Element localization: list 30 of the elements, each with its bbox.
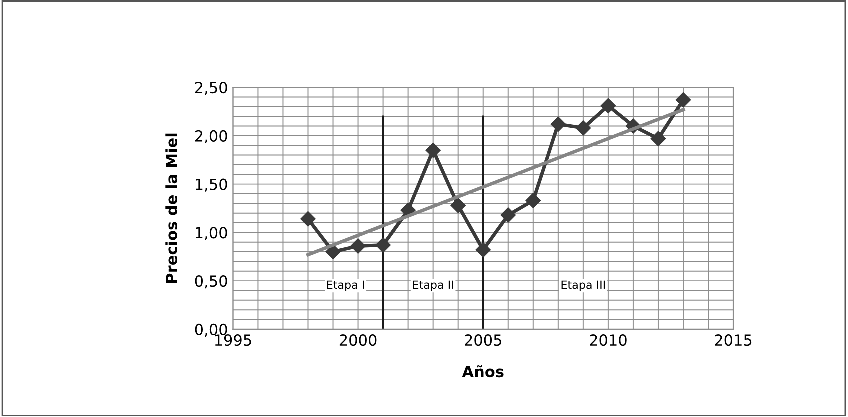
x-axis-title: Años (462, 365, 504, 378)
point (650, 131, 666, 146)
point (450, 198, 466, 214)
x-tick-label: 2015 (715, 334, 752, 346)
point (376, 238, 391, 253)
y-tick-label: 1,00 (196, 227, 228, 240)
point (326, 244, 341, 260)
y-tick-label: 2,50 (195, 82, 228, 96)
point (300, 212, 316, 227)
point (550, 116, 566, 132)
point (676, 92, 692, 108)
x-tick-label: 2005 (465, 334, 502, 346)
annotation: Etapa I (327, 280, 364, 292)
x-tick-label: 2000 (340, 334, 377, 346)
point (476, 242, 491, 258)
point (350, 238, 366, 254)
point (426, 142, 441, 158)
annotation: Etapa III (562, 280, 606, 292)
y-tick-label: 1,50 (196, 178, 228, 192)
annotation: Etapa II (413, 280, 454, 292)
y-axis-title: Precios de la Miel (166, 134, 178, 284)
point (576, 120, 591, 136)
y-tick-label: 0,50 (195, 276, 228, 289)
x-tick-label: 1995 (215, 334, 252, 346)
point (600, 98, 616, 114)
point (500, 208, 516, 223)
y-tick-label: 2,00 (195, 130, 228, 144)
point (526, 193, 541, 208)
x-tick-label: 2010 (590, 334, 627, 346)
y-tick-label: 0,00 (195, 324, 228, 338)
